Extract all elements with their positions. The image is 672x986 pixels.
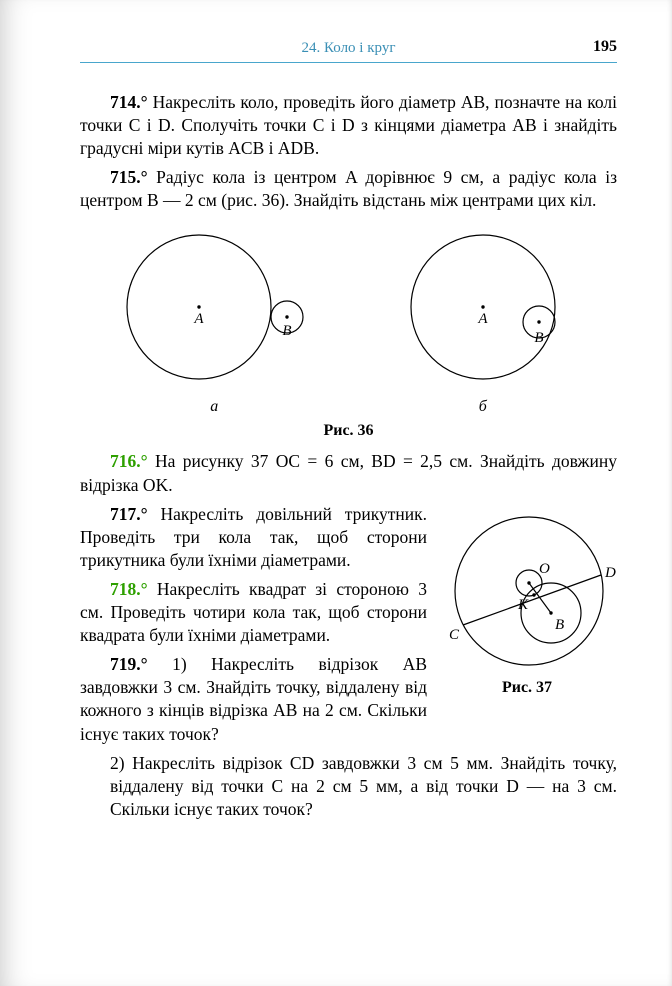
figure-37-caption: Рис. 37 xyxy=(437,679,617,697)
svg-text:B: B xyxy=(534,330,543,346)
problem-text: Накресліть коло, проведіть його діаметр … xyxy=(80,92,617,158)
figure-36-caption: Рис. 36 xyxy=(80,422,617,440)
problem-num: 717.° xyxy=(110,504,148,524)
problem-text: На рисунку 37 OC = 6 см, BD = 2,5 см. Зн… xyxy=(80,451,617,494)
running-header: 24. Коло і круг 195 xyxy=(80,40,617,63)
problem-716: 716.° На рисунку 37 OC = 6 см, BD = 2,5 … xyxy=(80,450,617,496)
figure-36a: AB а xyxy=(104,222,324,416)
problem-714: 714.° Накресліть коло, проведіть його ді… xyxy=(80,91,617,160)
svg-text:A: A xyxy=(194,311,205,327)
problem-num: 715.° xyxy=(110,167,148,187)
svg-text:C: C xyxy=(449,627,460,643)
problem-num: 719.° xyxy=(110,654,148,674)
problem-num: 714.° xyxy=(110,92,148,112)
figure-36-row: AB а AB б xyxy=(80,222,617,416)
svg-text:O: O xyxy=(539,561,550,577)
svg-text:K: K xyxy=(517,597,529,613)
figure-37: O B K C D Рис. 37 xyxy=(437,507,617,707)
svg-text:A: A xyxy=(477,311,488,327)
svg-text:B: B xyxy=(283,323,292,339)
circles-external-icon: AB xyxy=(104,222,324,392)
problem-715: 715.° Радіус кола із центром A дорівнює … xyxy=(80,166,617,212)
svg-text:B: B xyxy=(555,617,564,633)
problem-text: 2) Накресліть відрізок CD завдовжки 3 см… xyxy=(110,753,617,819)
svg-text:D: D xyxy=(604,565,616,581)
page: 24. Коло і круг 195 714.° Накресліть кол… xyxy=(0,0,672,986)
fig-label-b: б xyxy=(373,398,593,416)
problem-num: 718.° xyxy=(110,579,148,599)
section-title: 24. Коло і круг xyxy=(302,40,396,57)
problem-num: 716.° xyxy=(110,451,148,471)
circles-ok-diagram-icon: O B K C D xyxy=(437,507,617,675)
fig-label-a: а xyxy=(104,398,324,416)
figure-36b: AB б xyxy=(373,222,593,416)
problem-text: Радіус кола із центром A дорівнює 9 см, … xyxy=(80,167,617,210)
problem-719-2: 2) Накресліть відрізок CD завдовжки 3 см… xyxy=(80,752,617,821)
circles-internal-icon: AB xyxy=(373,222,593,392)
page-number: 195 xyxy=(593,38,617,56)
